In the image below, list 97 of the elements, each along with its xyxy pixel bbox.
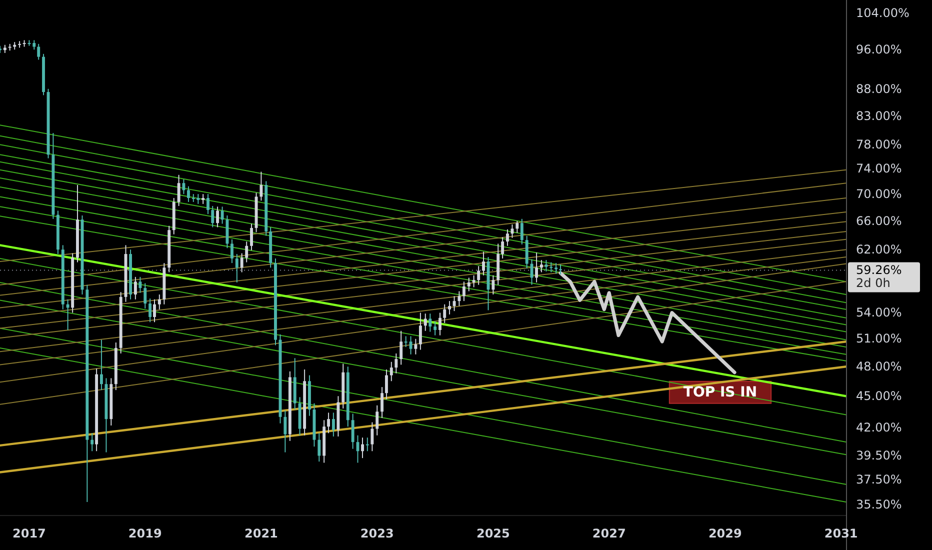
candlestick: [90, 432, 94, 452]
ref-line-label: 2d 0h: [856, 276, 890, 290]
candlestick: [535, 252, 538, 283]
candlestick: [462, 281, 466, 302]
candlestick: [434, 320, 437, 336]
y-tick-label: 59.26%: [856, 263, 902, 278]
y-tick-label: 74.00%: [856, 161, 902, 176]
candlestick: [177, 174, 180, 206]
candlestick: [134, 276, 137, 300]
candlestick: [400, 330, 403, 366]
candlestick: [284, 410, 287, 453]
candlestick: [540, 260, 543, 273]
candlestick: [240, 252, 244, 273]
candlestick: [144, 282, 147, 310]
candlestick: [332, 412, 335, 437]
candlestick: [250, 223, 253, 251]
candlestick: [472, 274, 476, 288]
candlestick: [452, 296, 456, 312]
candlestick: [448, 300, 451, 315]
y-tick-label: 62.00%: [856, 242, 902, 256]
y-tick-label: 35.50%: [856, 497, 902, 512]
candlestick: [66, 298, 70, 331]
candlestick: [216, 206, 220, 228]
candlestick: [394, 352, 398, 374]
candlestick: [438, 312, 442, 336]
candlestick: [100, 339, 103, 391]
x-tick-label: 2023: [360, 526, 394, 541]
candlestick: [501, 236, 504, 260]
candlestick: [428, 313, 432, 332]
candlestick: [187, 186, 190, 202]
candlestick: [260, 171, 263, 202]
x-tick-label: 2025: [476, 526, 510, 541]
candlestick: [153, 298, 156, 323]
y-tick-label: 104.00%: [856, 6, 910, 20]
candlestick: [525, 235, 528, 269]
candlestick: [467, 277, 470, 292]
y-tick-label: 37.50%: [856, 472, 902, 486]
candlestick: [482, 251, 485, 276]
x-tick-label: 2019: [128, 526, 162, 541]
candlestick: [376, 404, 379, 436]
candlestick: [443, 304, 446, 324]
candlestick: [202, 194, 205, 204]
candlestick: [211, 205, 214, 228]
y-tick-label: 51.00%: [856, 332, 902, 346]
candlestick: [516, 220, 519, 234]
y-tick-label: 45.00%: [856, 388, 902, 403]
y-tick-label: 42.00%: [856, 420, 902, 435]
y-tick-label: 88.00%: [856, 82, 902, 96]
y-tick-label: 96.00%: [856, 42, 902, 56]
candlestick: [22, 40, 26, 48]
candlestick: [370, 422, 374, 452]
candlestick: [554, 262, 558, 274]
candlestick: [220, 206, 224, 224]
candlestick: [318, 432, 321, 462]
candlestick: [206, 194, 210, 215]
candlestick: [158, 294, 161, 310]
candlestick: [37, 43, 40, 60]
candlestick: [32, 40, 36, 50]
candlestick: [138, 276, 142, 294]
candlestick: [506, 228, 509, 246]
candlestick: [361, 437, 364, 459]
candlestick: [424, 313, 427, 332]
candlestick: [327, 412, 330, 434]
candlestick: [550, 262, 553, 273]
candlestick: [230, 238, 234, 264]
x-tick-label: 2031: [824, 526, 858, 541]
y-tick-label: 70.00%: [856, 186, 902, 201]
x-tick-label: 2017: [12, 526, 46, 541]
y-tick-label: 78.00%: [856, 137, 902, 152]
candlestick: [404, 336, 408, 348]
y-tick-label: 39.50%: [856, 448, 902, 463]
line-series: [558, 271, 736, 374]
candlestick: [366, 437, 369, 452]
candlestick: [351, 413, 354, 450]
y-tick-label: 48.00%: [856, 359, 902, 374]
y-tick-label: 54.00%: [856, 306, 902, 320]
candlestick: [520, 218, 524, 245]
candlestick: [492, 274, 495, 295]
candlestick: [559, 264, 562, 276]
candlestick: [544, 260, 548, 272]
y-tick-label: 83.00%: [856, 109, 902, 123]
candlestick: [414, 338, 418, 355]
candlestick: [182, 178, 186, 195]
x-tick-label: 2021: [244, 526, 278, 541]
candlestick: [380, 386, 384, 418]
candlestick: [409, 336, 412, 355]
candlestick: [235, 254, 238, 283]
x-tick-label: 2027: [592, 526, 626, 541]
candlestick: [385, 368, 388, 400]
candlestick: [245, 241, 248, 263]
candlestick: [418, 312, 422, 350]
candlestick: [390, 361, 393, 382]
candlestick: [458, 290, 461, 307]
candlestick: [148, 298, 152, 323]
candlestick: [477, 266, 480, 286]
x-tick-label: 2029: [708, 526, 742, 541]
y-tick-label: 66.00%: [856, 214, 902, 228]
